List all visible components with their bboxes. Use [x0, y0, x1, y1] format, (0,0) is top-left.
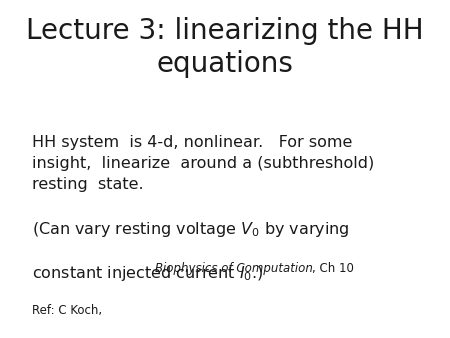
- Text: Ref: C Koch,: Ref: C Koch,: [32, 304, 105, 317]
- Text: Biophysics of Computation: Biophysics of Computation: [154, 262, 312, 275]
- Text: Lecture 3: linearizing the HH
equations: Lecture 3: linearizing the HH equations: [26, 17, 424, 78]
- Text: HH system  is 4-d, nonlinear.   For some
insight,  linearize  around a (subthres: HH system is 4-d, nonlinear. For some in…: [32, 135, 374, 192]
- Text: constant injected current $I_0$.): constant injected current $I_0$.): [32, 264, 263, 283]
- Text: (Can vary resting voltage $V_0$ by varying: (Can vary resting voltage $V_0$ by varyi…: [32, 220, 349, 239]
- Text: , Ch 10: , Ch 10: [312, 262, 354, 275]
